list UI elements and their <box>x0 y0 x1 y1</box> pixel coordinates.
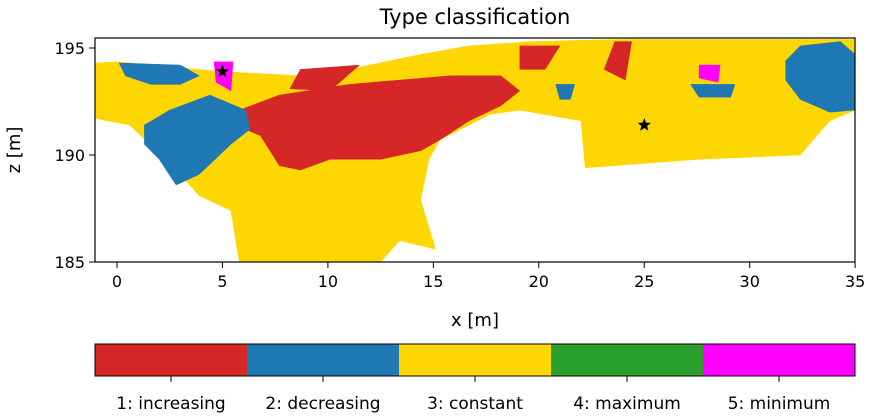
y-axis-label: z [m] <box>4 127 25 174</box>
region-increasing-8 <box>603 41 632 81</box>
region-minimum-10 <box>698 64 721 83</box>
x-tick-label: 10 <box>318 272 338 291</box>
x-tick-label: 35 <box>845 272 865 291</box>
star-marker-1 <box>637 118 651 131</box>
region-increasing-1 <box>238 75 521 171</box>
x-tick-label: 20 <box>529 272 549 291</box>
chart-title: Type classification <box>379 5 571 29</box>
plot-frame <box>94 37 856 263</box>
colorbar-label-5: 5: minimum <box>728 394 831 414</box>
colorbar-swatch-3 <box>399 344 551 376</box>
region-decreasing-2 <box>144 94 251 186</box>
region-increasing-7 <box>289 64 361 92</box>
x-tick-label: 15 <box>423 272 443 291</box>
y-axis: 185 190 195 <box>54 39 95 272</box>
star-marker-0 <box>215 64 230 78</box>
x-tick-label: 0 <box>112 272 122 291</box>
y-tick-label: 185 <box>54 253 85 272</box>
colorbar-swatch-5 <box>703 344 855 376</box>
colorbar-label-2: 2: decreasing <box>265 394 380 414</box>
region-decreasing-5 <box>690 84 736 98</box>
x-tick-label: 25 <box>634 272 654 291</box>
x-axis-label: x [m] <box>451 310 499 331</box>
colorbar-frame <box>94 343 856 377</box>
colorbar-label-1: 1: increasing <box>116 394 225 414</box>
region-increasing-9 <box>519 45 561 70</box>
region-decreasing-6 <box>555 84 576 100</box>
colorbar-swatch-4 <box>551 344 703 376</box>
x-axis: 0 5 10 15 20 25 30 35 <box>112 262 865 291</box>
region-minimum-11 <box>213 61 234 92</box>
x-tick-label: 30 <box>740 272 760 291</box>
colorbar-label-4: 4: maximum <box>573 394 681 414</box>
x-tick-label: 5 <box>217 272 227 291</box>
colorbar-label-3: 3: constant <box>427 394 523 414</box>
y-tick-label: 190 <box>54 146 85 165</box>
region-decreasing-3 <box>118 62 200 85</box>
y-tick-label: 195 <box>54 39 85 58</box>
plot-area <box>95 39 856 263</box>
colorbar-swatch-1 <box>95 344 247 376</box>
colorbar-swatch-2 <box>247 344 399 376</box>
colorbar: 1: increasing 2: decreasing 3: constant 4: … <box>94 343 856 414</box>
